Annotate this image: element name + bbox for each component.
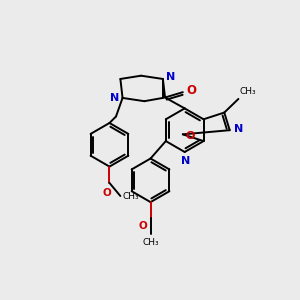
Text: CH₃: CH₃ — [142, 238, 159, 247]
Text: O: O — [102, 188, 111, 198]
Text: N: N — [234, 124, 243, 134]
Text: N: N — [166, 72, 175, 82]
Text: N: N — [181, 156, 190, 166]
Text: CH₃: CH₃ — [122, 191, 139, 200]
Text: N: N — [110, 93, 120, 103]
Text: CH₃: CH₃ — [239, 87, 256, 96]
Text: O: O — [187, 84, 197, 97]
Text: O: O — [139, 221, 148, 231]
Text: O: O — [186, 131, 195, 141]
